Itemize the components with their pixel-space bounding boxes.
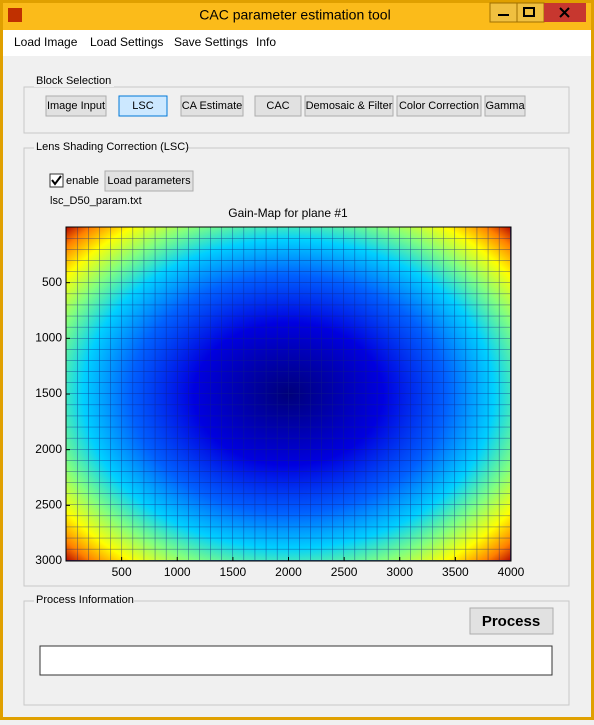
x-tick-label: 1500: [220, 565, 247, 579]
minimize[interactable]: [489, 2, 518, 23]
button-label[interactable]: Process: [482, 613, 540, 630]
block-button[interactable]: [484, 95, 526, 117]
group-box: [23, 86, 570, 134]
menu-item[interactable]: Load Image: [14, 35, 78, 49]
group-box: [23, 147, 570, 587]
mesh: [66, 227, 511, 561]
checkbox-label[interactable]: enable: [66, 175, 99, 187]
group-label: Process Information: [36, 594, 134, 606]
block-button[interactable]: [118, 95, 168, 117]
y-tick-label: 1000: [35, 331, 62, 345]
menu-item[interactable]: Load Settings: [90, 35, 163, 49]
maximize[interactable]: [516, 2, 545, 23]
x-tick-label: 3500: [442, 565, 469, 579]
group-label: Block Selection: [36, 75, 111, 87]
menu-item[interactable]: Save Settings: [174, 35, 248, 49]
y-tick-label: 2500: [35, 498, 62, 512]
x-tick-label: 2500: [331, 565, 358, 579]
button-label[interactable]: Demosaic & Filter: [306, 100, 393, 112]
x-tick-label: 3000: [386, 565, 413, 579]
button-label[interactable]: Gamma: [485, 100, 525, 112]
group-box: [23, 600, 570, 706]
button-label[interactable]: Color Correction: [399, 100, 479, 112]
text-box[interactable]: [39, 645, 553, 676]
block-button[interactable]: [180, 95, 244, 117]
x-tick-label: 4000: [498, 565, 525, 579]
menu-bar: [3, 30, 591, 56]
y-tick-label: 1500: [35, 386, 62, 400]
button-label[interactable]: Image Input: [47, 100, 105, 112]
window-title: CAC parameter estimation tool: [199, 7, 390, 23]
x-tick-label: 1000: [164, 565, 191, 579]
button-label[interactable]: Load parameters: [107, 175, 191, 187]
process-button[interactable]: [469, 607, 554, 635]
plot-title: Gain-Map for plane #1: [228, 206, 348, 220]
x-tick-label: 2000: [275, 565, 302, 579]
button[interactable]: [104, 170, 194, 192]
button-label[interactable]: CA Estimate: [182, 100, 243, 112]
block-button[interactable]: [45, 95, 107, 117]
y-tick-label: 2000: [35, 442, 62, 456]
block-button[interactable]: [396, 95, 482, 117]
button-label[interactable]: CAC: [266, 100, 289, 112]
y-tick-label: 500: [42, 275, 62, 289]
block-button[interactable]: [304, 95, 394, 117]
block-button[interactable]: [254, 95, 302, 117]
button-label[interactable]: LSC: [132, 100, 153, 112]
y-tick-label: 3000: [35, 553, 62, 567]
menu-item[interactable]: Info: [256, 35, 276, 49]
file-name: lsc_D50_param.txt: [50, 195, 142, 207]
x-tick-label: 500: [112, 565, 132, 579]
app-icon: [8, 8, 22, 22]
group-label: Lens Shading Correction (LSC): [36, 141, 189, 153]
